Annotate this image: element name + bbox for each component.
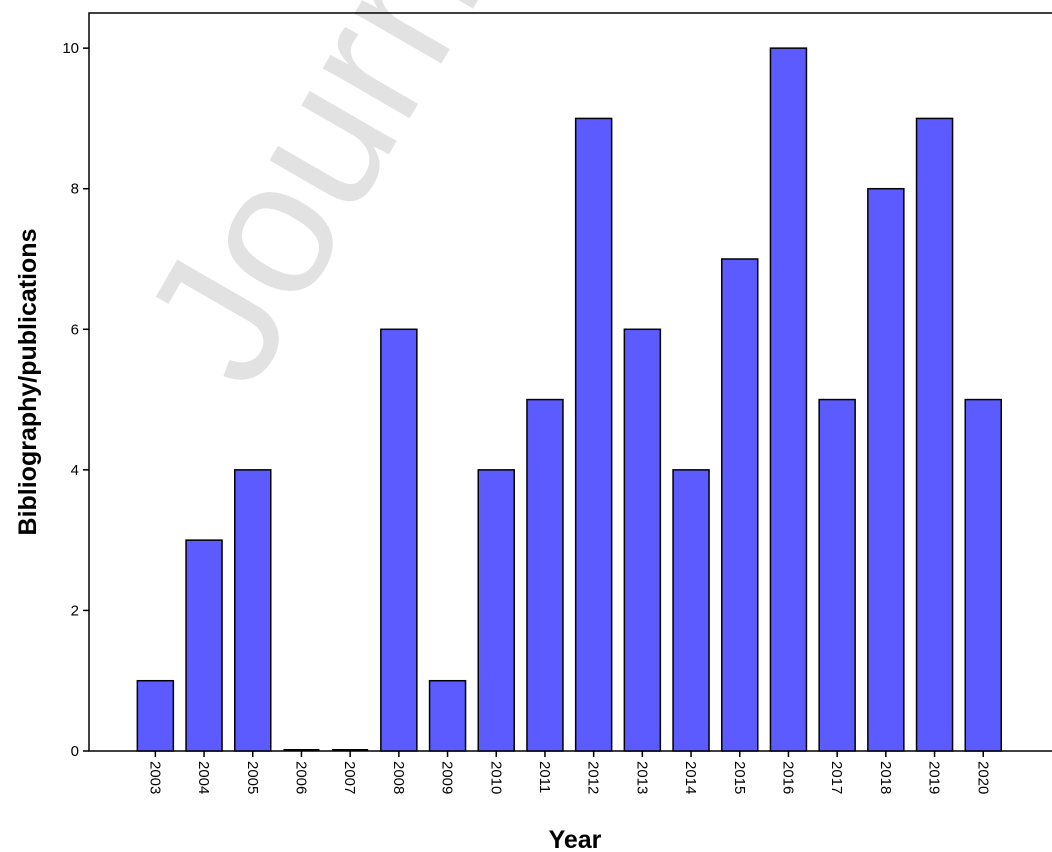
x-tick-label: 2008 xyxy=(390,761,407,794)
bar xyxy=(136,679,175,752)
plot-area: 0 2 4 6 8 10 2003 2004 2005 2006 2007 2008 2009 2010 2… xyxy=(62,12,1052,794)
x-tick-label: 2006 xyxy=(292,761,309,794)
x-tick-label: 2013 xyxy=(633,761,650,794)
y-tick-label: 6 xyxy=(71,321,79,338)
plot-frame xyxy=(88,12,1052,752)
x-tick-label: 2015 xyxy=(731,761,748,794)
bar xyxy=(477,469,515,752)
y-tick-label: 8 xyxy=(71,181,79,198)
x-tick-label: 2003 xyxy=(146,761,163,794)
x-tick-label: 2018 xyxy=(877,761,894,794)
x-tick-label: 2019 xyxy=(926,761,943,794)
bar xyxy=(964,398,1002,752)
x-tick-label: 2010 xyxy=(487,761,504,794)
bar xyxy=(672,469,710,752)
bar xyxy=(769,47,808,752)
y-tick-label: 4 xyxy=(71,462,79,479)
x-tick-label: 2017 xyxy=(828,761,845,794)
x-tick-label: 2005 xyxy=(244,761,261,794)
y-tick-label: 0 xyxy=(71,743,79,760)
y-tick-label: 10 xyxy=(62,40,79,57)
bar xyxy=(234,469,272,752)
x-tick-label: 2009 xyxy=(439,761,456,794)
x-tick-label: 2014 xyxy=(682,761,699,794)
x-tick-label: 2004 xyxy=(195,761,212,794)
x-tick-label: 2007 xyxy=(341,761,358,794)
bar xyxy=(185,539,223,752)
bar xyxy=(721,258,759,752)
x-axis-title: Year xyxy=(549,826,602,852)
x-tick-label: 2016 xyxy=(779,761,796,794)
y-axis-title: Bibliography/publications xyxy=(14,229,42,536)
bar xyxy=(915,117,954,752)
bar xyxy=(380,328,418,752)
bar xyxy=(818,398,856,752)
bar xyxy=(574,117,613,752)
x-tick-label: 2012 xyxy=(585,761,602,794)
bar xyxy=(428,679,467,752)
y-tick-label: 2 xyxy=(71,602,79,619)
bar xyxy=(526,398,564,752)
bar xyxy=(623,328,662,752)
x-tick-label: 2011 xyxy=(536,761,553,793)
x-tick-label: 2020 xyxy=(974,761,991,794)
bar xyxy=(867,187,905,752)
